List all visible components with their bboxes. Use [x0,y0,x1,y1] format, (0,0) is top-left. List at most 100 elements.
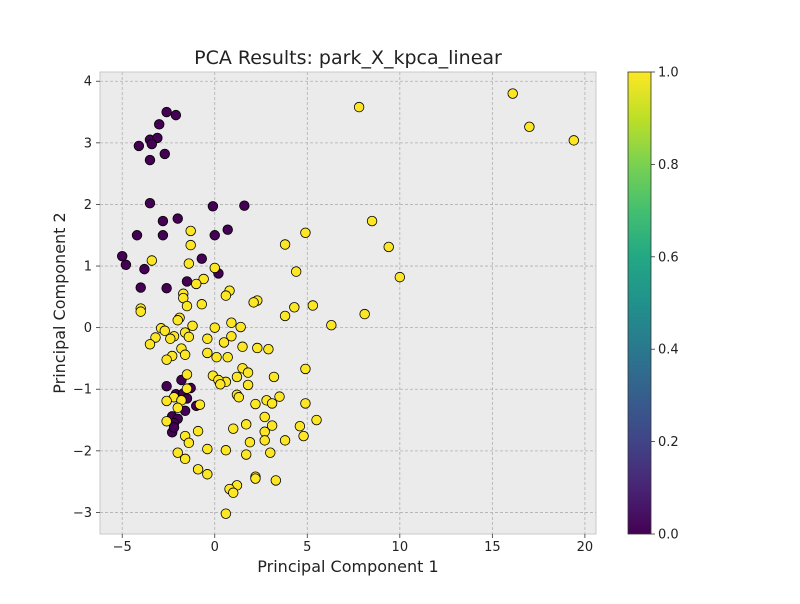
data-point [266,398,278,409]
y-tick-label: −1 [73,383,92,398]
colorbar-frame [627,71,652,535]
data-point [220,290,232,301]
data-point [146,138,158,150]
data-point [202,347,213,359]
data-point [289,302,300,313]
y-tick-label: 0 [84,321,92,336]
plot-frame [99,71,597,535]
data-point [179,453,191,465]
data-point [244,437,256,448]
data-point [150,332,161,343]
data-point [242,379,254,391]
grid-lines [100,72,596,534]
data-point [218,337,230,348]
data-point [233,392,245,403]
data-point [131,230,143,241]
data-point [274,391,285,402]
data-point [181,300,193,312]
x-axis-label: Principal Component 1 [257,557,438,576]
data-point [394,271,406,283]
data-point [161,416,172,427]
x-tick-label: −5 [113,540,132,555]
data-point [159,148,170,160]
data-point [139,263,150,275]
data-point [359,308,370,320]
data-point [259,426,270,437]
data-point [209,230,220,241]
data-point [161,395,172,407]
data-point [202,443,213,455]
data-point [222,352,233,363]
data-point [185,239,196,251]
data-point [568,135,579,146]
data-point [157,230,169,241]
data-point [135,282,146,293]
data-point [215,379,226,390]
data-point [250,473,261,484]
data-point [133,140,145,152]
data-point [228,423,239,434]
y-tick-label: −3 [73,506,92,521]
data-point [268,371,280,383]
data-point [220,445,232,456]
data-point [146,255,158,266]
colorbar-tick-label: 0.6 [658,250,679,265]
chart-title: PCA Results: park_X_kpca_linear [194,47,502,69]
x-tick-label: 0 [211,540,219,555]
y-tick-label: 2 [84,198,92,213]
data-point [187,320,198,331]
data-point [207,201,219,212]
data-point [270,475,282,486]
data-point [159,325,170,336]
plot-area [100,72,596,534]
data-point [266,420,278,431]
data-point [161,380,172,392]
data-point [161,283,172,294]
data-point [226,317,237,328]
colorbar-tick-label: 0.4 [658,343,679,358]
data-point [196,299,207,310]
data-point [300,227,311,238]
data-point [179,349,191,360]
data-point [192,425,204,437]
x-tick-label: 10 [392,540,409,555]
data-point [263,344,274,355]
data-points [117,88,579,519]
data-point [154,119,165,130]
data-point [231,371,243,383]
data-point [294,421,306,432]
data-point [181,369,193,380]
colorbar-gradient [628,72,651,534]
data-point [241,419,252,430]
data-point [168,422,180,433]
colorbar-tick-label: 0.8 [658,158,679,173]
data-point [383,241,394,253]
data-point [307,300,319,311]
data-point [144,339,156,350]
data-point [161,354,172,365]
x-tick-label: 20 [577,540,594,555]
data-point [290,266,302,277]
colorbar-tick-label: 1.0 [658,66,679,81]
data-point [209,322,220,333]
data-point [172,315,183,326]
data-point [144,198,156,209]
data-point [165,333,176,344]
x-tick-label: 15 [484,540,501,555]
data-point [239,200,250,211]
data-point [120,259,132,271]
y-axis-label: Principal Component 2 [50,212,69,393]
data-point [157,215,169,227]
y-tick-label: 1 [84,260,92,275]
data-point [279,239,291,250]
data-point [202,469,213,480]
data-point [161,106,172,118]
data-point [259,411,270,423]
data-point [252,342,263,354]
data-point [241,449,252,460]
y-tick-label: 3 [84,136,92,151]
data-point [279,435,291,446]
data-point [185,225,196,237]
